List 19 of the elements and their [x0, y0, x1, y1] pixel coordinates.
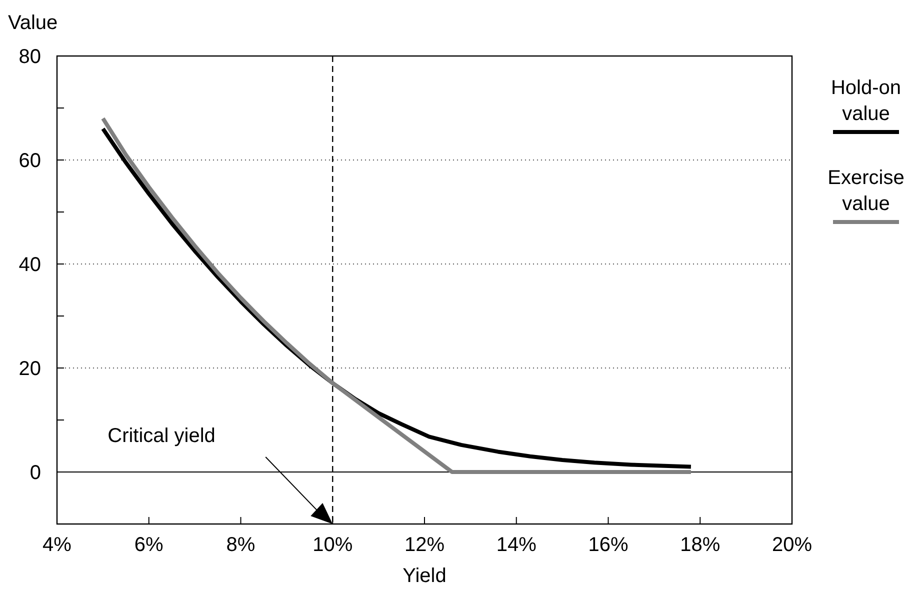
x-axis-title: Yield: [402, 565, 446, 587]
text: Hold-on value: [830, 77, 902, 125]
x-tick-label: 20%: [772, 534, 812, 556]
annotation: Critical yield: [108, 425, 216, 447]
y-tick-label: 40: [18, 254, 41, 276]
y-tick-label: 0: [30, 462, 41, 484]
x-tick-label: 4%: [42, 534, 72, 556]
x-tick-label: 14%: [496, 534, 537, 556]
x-tick-label: 18%: [680, 534, 720, 556]
x-tick-label: 6%: [134, 534, 164, 556]
x-tick-label: 8%: [226, 534, 256, 556]
x-tick-label: 16%: [588, 534, 628, 556]
y-tick-label: 80: [18, 46, 41, 68]
x-tick-label: 12%: [404, 534, 445, 556]
x-tick-label: 10%: [312, 534, 353, 556]
text: Exercise value: [828, 167, 904, 215]
y-tick-label: 20: [18, 358, 41, 380]
y-tick-label: 60: [18, 150, 41, 172]
y-axis-title: Value: [8, 12, 58, 34]
